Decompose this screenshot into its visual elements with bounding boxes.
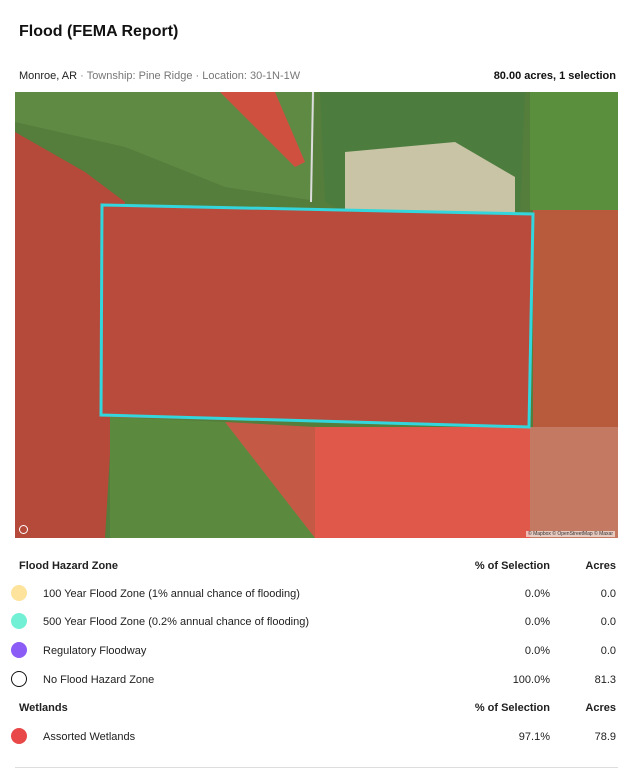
wetlands-header-row: Wetlands % of Selection Acres (19, 702, 616, 714)
wetlands-swatch-icon (11, 728, 27, 744)
township: Township: Pine Ridge (86, 70, 193, 82)
table-row: Assorted Wetlands 97.1% 78.9 (11, 727, 618, 747)
floodway-swatch-icon (11, 642, 27, 658)
map-imagery (15, 92, 618, 538)
page-title: Flood (FEMA Report) (19, 23, 179, 40)
map-attribution[interactable]: © Mapbox © OpenStreetMap © Maxar (526, 531, 615, 537)
flood-map[interactable]: © Mapbox © OpenStreetMap © Maxar (15, 92, 618, 538)
mapbox-logo-icon[interactable] (19, 525, 28, 534)
divider (15, 767, 618, 768)
location-breadcrumb: Monroe, AR · Township: Pine Ridge · Loca… (19, 70, 301, 82)
table-row: 500 Year Flood Zone (0.2% annual chance … (11, 612, 618, 632)
flood-zone-100-swatch-icon (11, 585, 27, 601)
county: Monroe, AR (19, 70, 78, 82)
table-row: No Flood Hazard Zone 100.0% 81.3 (11, 670, 618, 690)
table-row: Regulatory Floodway 0.0% 0.0 (11, 641, 618, 661)
flood-zone-500-swatch-icon (11, 613, 27, 629)
location-code: Location: 30-1N-1W (202, 70, 301, 82)
selection-summary: 80.00 acres, 1 selection (493, 70, 616, 82)
flood-header-row: Flood Hazard Zone % of Selection Acres (19, 560, 616, 572)
no-hazard-swatch-icon (11, 671, 27, 687)
table-row: 100 Year Flood Zone (1% annual chance of… (11, 584, 618, 604)
